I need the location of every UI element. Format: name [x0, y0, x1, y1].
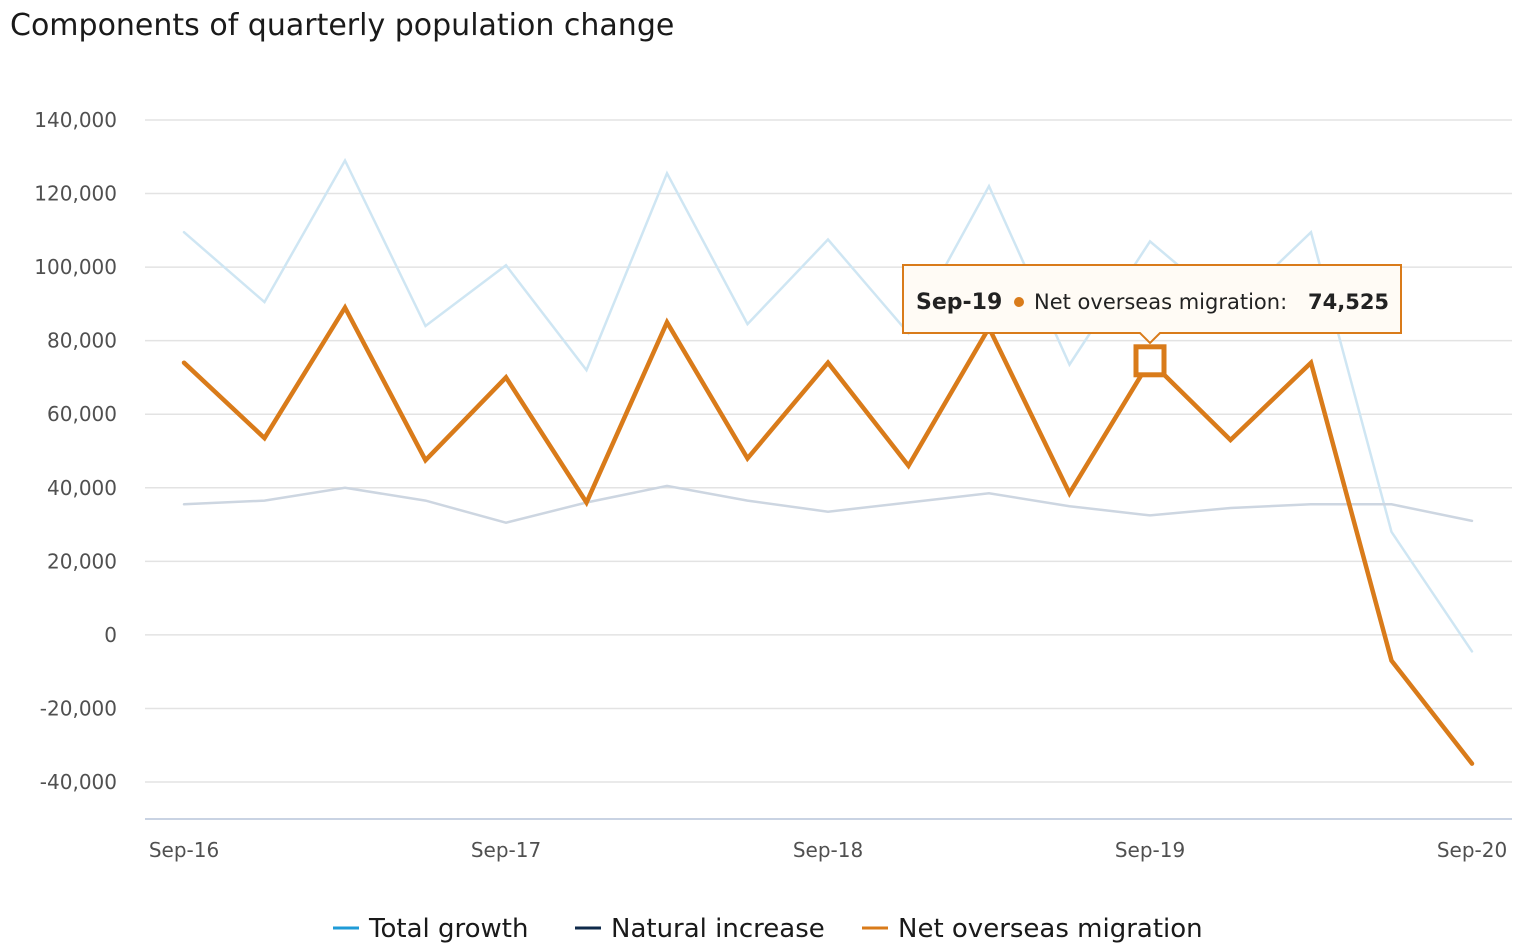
x-tick-label: Sep-17 — [471, 838, 541, 862]
y-tick-label: -20,000 — [40, 696, 117, 720]
hover-marker[interactable] — [1133, 344, 1167, 378]
legend-item-total-growth[interactable]: Total growth — [333, 914, 528, 944]
legend-label: Total growth — [368, 914, 528, 944]
legend-item-net-overseas-migration[interactable]: Net overseas migration — [862, 914, 1203, 944]
y-tick-label: 60,000 — [47, 402, 117, 426]
series-line-total-growth — [182, 157, 1474, 653]
tooltip-value: 74,525 — [1308, 290, 1389, 314]
y-tick-label: 40,000 — [47, 476, 117, 500]
y-tick-label: 120,000 — [34, 182, 117, 206]
tooltip-date: Sep-19 — [916, 290, 1002, 315]
tooltip-dot — [1014, 297, 1024, 307]
tooltip-box — [902, 264, 1402, 345]
x-tick-label: Sep-19 — [1115, 838, 1185, 862]
y-tick-label: -40,000 — [40, 770, 117, 794]
chart-title: Components of quarterly population chang… — [10, 8, 675, 43]
tooltip-series-label: Net overseas migration: — [1034, 290, 1287, 314]
tooltip: Sep-19 Net overseas migration: 74,525 — [902, 264, 1402, 345]
y-tick-label: 20,000 — [47, 549, 117, 573]
x-tick-label: Sep-16 — [149, 838, 219, 862]
legend-label: Natural increase — [611, 914, 825, 944]
x-tick-label: Sep-20 — [1437, 838, 1507, 862]
legend-item-natural-increase[interactable]: Natural increase — [575, 914, 825, 944]
y-tick-label: 0 — [104, 623, 117, 647]
legend-label: Net overseas migration — [898, 914, 1203, 944]
series-line-natural-increase — [182, 484, 1474, 524]
y-tick-label: 140,000 — [34, 108, 117, 132]
y-tick-label: 80,000 — [47, 329, 117, 353]
y-tick-label: 100,000 — [34, 255, 117, 279]
x-tick-label: Sep-18 — [793, 838, 863, 862]
series-line-net-overseas-migration — [181, 303, 1475, 766]
